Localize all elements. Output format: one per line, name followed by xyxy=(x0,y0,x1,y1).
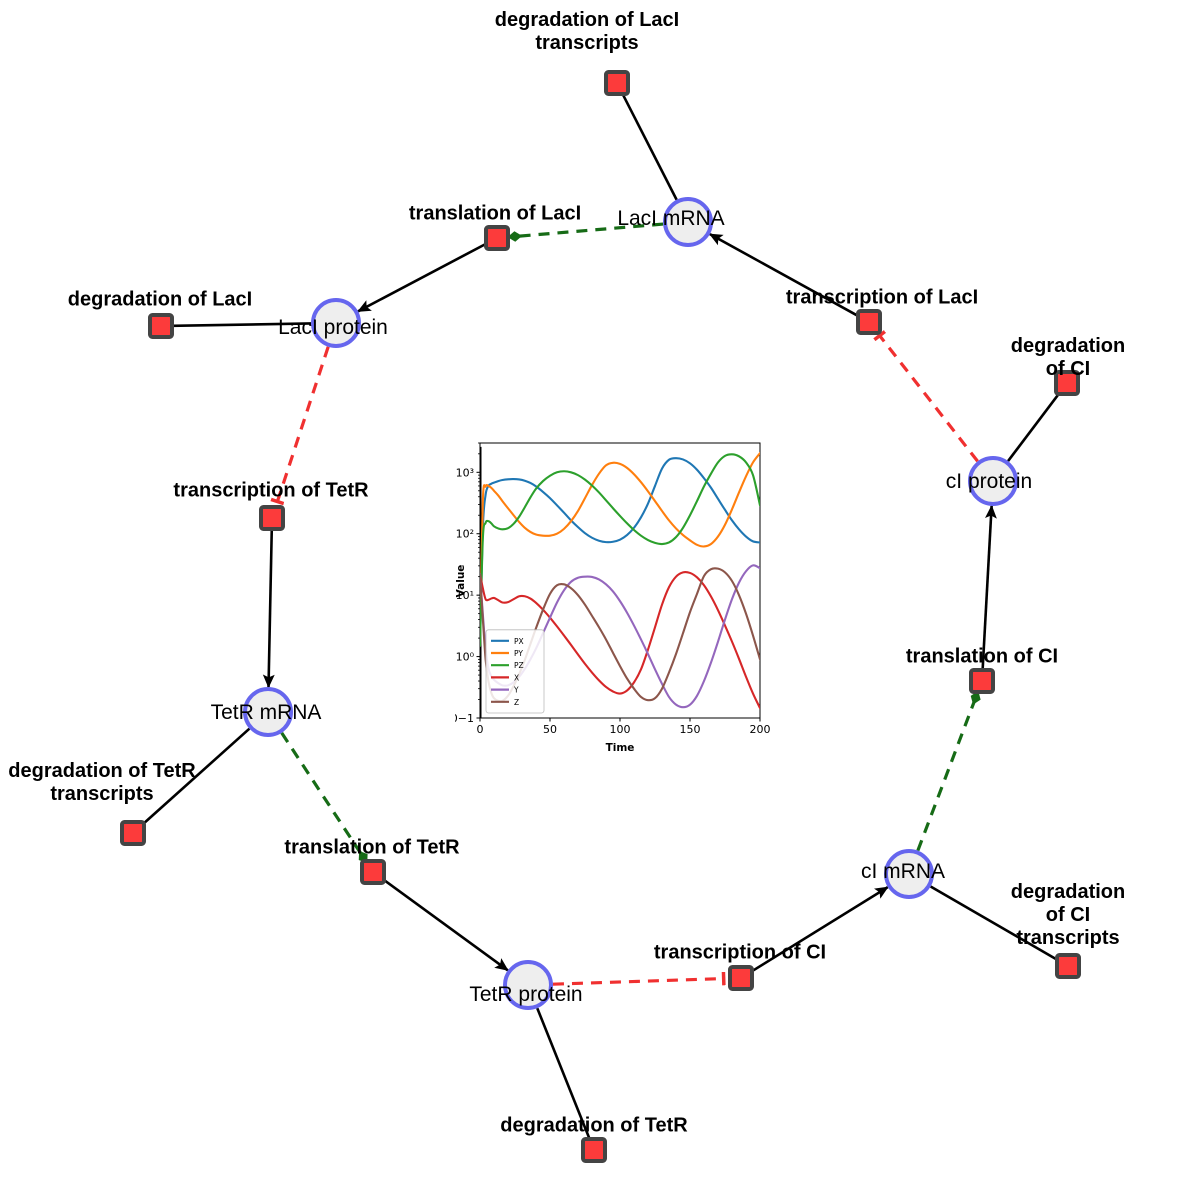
reaction-node-transl_ci[interactable] xyxy=(969,668,995,694)
x-tick-label: 100 xyxy=(610,723,631,736)
reaction-node-transcr_ci[interactable] xyxy=(728,965,754,991)
legend-label-PY: PY xyxy=(514,649,523,658)
edge-laci_prot-to-deg_laci xyxy=(172,322,312,328)
reaction-node-deg_tetr_tr[interactable] xyxy=(120,820,146,846)
edge-ci_mrna-to-transl_ci xyxy=(916,690,981,852)
reaction-node-deg_laci[interactable] xyxy=(148,313,174,339)
species-node-laci_mrna[interactable] xyxy=(663,197,713,247)
x-tick-label: 200 xyxy=(750,723,771,736)
series-line-X xyxy=(480,571,760,710)
reaction-node-transl_tetr[interactable] xyxy=(360,859,386,885)
reaction-node-layer xyxy=(120,70,1081,1163)
x-tick-label: 50 xyxy=(543,723,557,736)
legend-box xyxy=(485,629,545,714)
y-tick-label: 10−1 xyxy=(455,712,474,725)
y-tick-label: 10⁰ xyxy=(456,651,475,664)
reaction-node-deg_ci_tr[interactable] xyxy=(1055,953,1081,979)
edge-layer xyxy=(141,93,1061,1140)
edge-ci_prot-to-deg_ci xyxy=(1007,391,1061,462)
edge-transcr_tetr-to-tetr_mrna xyxy=(262,529,275,689)
edge-tetr_prot-to-transcr_ci xyxy=(552,971,726,986)
chart-ticks: 0 50 100 150 200 10−1 10⁰ 10¹ 10² 10³ xyxy=(455,442,771,736)
species-node-ci_prot[interactable] xyxy=(968,456,1018,506)
legend-label-X: X xyxy=(514,673,519,682)
chart-legend: PX PY PZ XYZ xyxy=(485,629,545,714)
x-axis-label: Time xyxy=(606,742,635,754)
edge-ci_prot-to-transcr_laci xyxy=(873,330,979,463)
y-tick-label: 10³ xyxy=(456,466,474,479)
edge-tetr_mrna-to-transl_tetr xyxy=(280,732,368,864)
series-line-PY xyxy=(480,452,760,647)
legend-label-Z: Z xyxy=(514,698,519,707)
edge-transl_laci-to-laci_prot xyxy=(357,242,487,313)
legend-label-PZ: PZ xyxy=(514,661,524,670)
edge-laci_mrna-to-transl_laci xyxy=(507,222,664,242)
reaction-node-transcr_laci[interactable] xyxy=(856,309,882,335)
species-node-tetr_mrna[interactable] xyxy=(243,687,293,737)
reaction-node-transl_laci[interactable] xyxy=(484,225,510,251)
edge-transcr_laci-to-laci_mrna xyxy=(708,232,860,318)
edge-transcr_ci-to-ci_mrna xyxy=(750,886,889,973)
species-node-ci_mrna[interactable] xyxy=(884,849,934,899)
edge-transl_tetr-to-tetr_prot xyxy=(381,878,509,972)
reaction-node-transcr_tetr[interactable] xyxy=(259,505,285,531)
edge-laci_mrna-to-deg_laci_tr xyxy=(621,93,678,201)
reaction-node-deg_ci[interactable] xyxy=(1054,370,1080,396)
species-node-tetr_prot[interactable] xyxy=(503,960,553,1010)
edge-transl_ci-to-ci_prot xyxy=(981,504,997,670)
series-line-PZ xyxy=(480,453,760,647)
x-tick-label: 150 xyxy=(680,723,701,736)
edge-laci_prot-to-transcr_tetr xyxy=(270,346,330,506)
y-axis-label: Value xyxy=(455,565,467,598)
legend-label-Y: Y xyxy=(513,686,519,695)
legend-label-PX: PX xyxy=(514,637,524,646)
species-node-laci_prot[interactable] xyxy=(311,298,361,348)
edge-ci_mrna-to-deg_ci_tr xyxy=(929,885,1059,962)
reaction-node-deg_laci_tr[interactable] xyxy=(604,70,630,96)
x-tick-label: 0 xyxy=(477,723,484,736)
y-tick-label: 10¹ xyxy=(456,589,474,602)
reaction-node-deg_tetr[interactable] xyxy=(581,1137,607,1163)
edge-tetr_mrna-to-deg_tetr_tr xyxy=(141,727,251,826)
edge-tetr_prot-to-deg_tetr xyxy=(536,1007,591,1140)
species-node-layer xyxy=(243,197,1018,1010)
y-tick-label: 10² xyxy=(456,528,474,541)
